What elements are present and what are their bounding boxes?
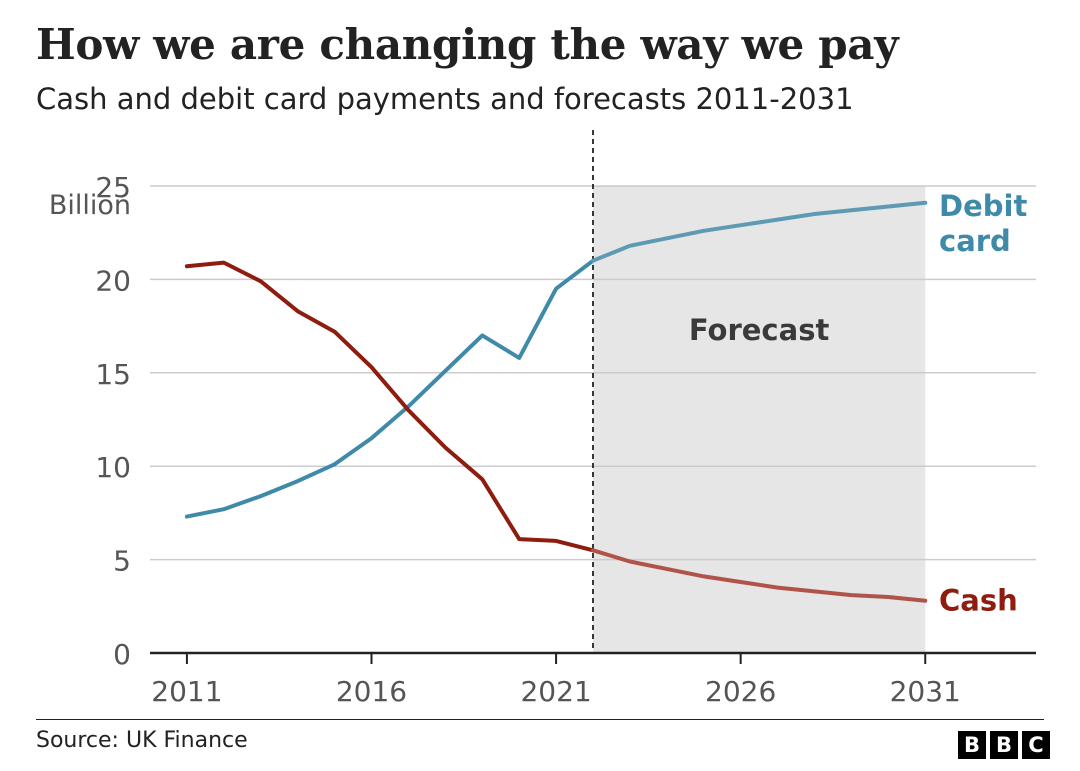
chart-subtitle: Cash and debit card payments and forecas… — [36, 82, 854, 116]
series-forecast-line-cash — [591, 548, 928, 603]
series-line-debit — [184, 258, 595, 519]
y-tick-label-10: 10 — [95, 451, 131, 484]
footer-divider — [36, 719, 1044, 720]
series-forecast-line-debit — [591, 200, 928, 263]
forecast-label: Forecast — [689, 313, 830, 347]
x-tick-label-2026: 2026 — [705, 675, 776, 708]
x-tick-label-2031: 2031 — [890, 675, 961, 708]
y-tick-label-20: 20 — [95, 264, 131, 297]
y-tick-label-15: 15 — [95, 358, 131, 391]
y-tick-label-5: 5 — [113, 545, 131, 578]
bbc-logo-block-2: B — [990, 731, 1018, 759]
x-tick-label-2016: 2016 — [336, 675, 407, 708]
series-label-debit-line-1: Debit — [939, 189, 1027, 223]
y-tick-label-0: 0 — [113, 638, 131, 671]
series-label-debit-line-2: card — [939, 224, 1011, 258]
bbc-logo-block-1: B — [958, 731, 986, 759]
chart-title: How we are changing the way we pay — [36, 20, 899, 69]
bbc-logo-block-3: C — [1022, 731, 1050, 759]
y-tick-label-25: 25 — [95, 171, 131, 204]
forecast-region — [593, 186, 926, 653]
y-axis-unit-label: Billion — [49, 190, 131, 221]
source-note: Source: UK Finance — [36, 728, 248, 753]
x-tick-label-2011: 2011 — [151, 675, 222, 708]
series-line-cash — [184, 260, 595, 553]
bbc-logo: B B C — [958, 731, 1050, 759]
series-label-cash: Cash — [939, 584, 1018, 618]
x-tick-label-2021: 2021 — [520, 675, 591, 708]
